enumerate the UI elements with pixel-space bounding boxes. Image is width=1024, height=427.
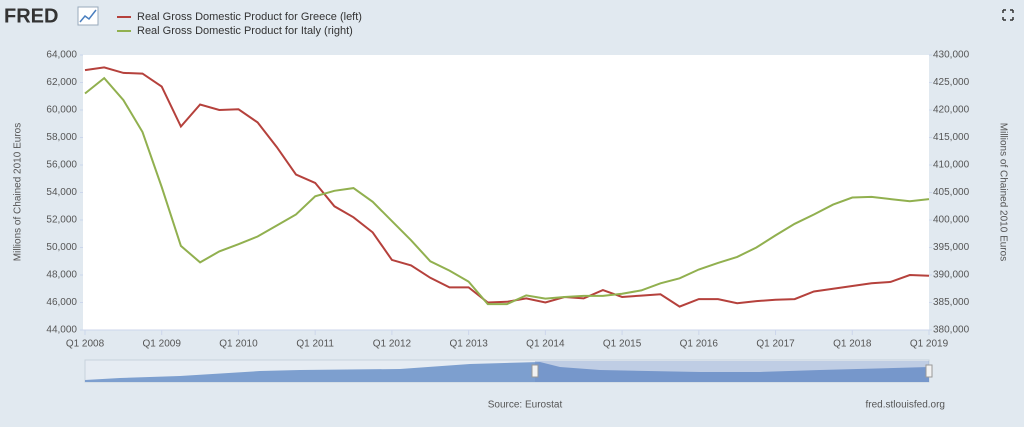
x-tick-label: Q1 2009	[143, 339, 182, 350]
navigator-handle[interactable]	[531, 364, 539, 378]
logo-icon-line	[79, 9, 97, 23]
y2-tick-label: 385,000	[933, 297, 970, 308]
x-tick-label: Q1 2015	[603, 339, 642, 350]
x-tick-label: Q1 2010	[219, 339, 258, 350]
y-tick-label: 46,000	[46, 297, 77, 308]
x-tick-label: Q1 2019	[910, 339, 949, 350]
x-tick-label: Q1 2018	[833, 339, 872, 350]
logo-icon	[77, 6, 99, 26]
navigator-series	[85, 362, 929, 382]
x-tick-label: Q1 2012	[373, 339, 412, 350]
y2-tick-label: 415,000	[933, 132, 970, 143]
x-tick-label: Q1 2011	[296, 339, 334, 350]
y2-tick-label: 400,000	[933, 215, 970, 226]
x-tick-label: Q1 2013	[449, 339, 488, 350]
y2-tick-label: 420,000	[933, 105, 970, 116]
x-tick-label: Q1 2014	[526, 339, 565, 350]
legend-label: Real Gross Domestic Product for Italy (r…	[137, 25, 353, 37]
navigator-window[interactable]	[535, 361, 929, 382]
y2-axis-title: Millions of Chained 2010 Euros	[997, 123, 1008, 261]
y-tick-label: 52,000	[46, 215, 77, 226]
plot-area	[83, 55, 929, 330]
y2-tick-label: 395,000	[933, 242, 970, 253]
y2-tick-label: 390,000	[933, 270, 970, 281]
source: Source: Eurostat	[488, 400, 563, 411]
y-tick-label: 56,000	[46, 160, 77, 171]
y2-tick-label: 405,000	[933, 187, 970, 198]
y-tick-label: 50,000	[46, 242, 77, 253]
y-tick-label: 48,000	[46, 270, 77, 281]
y-tick-label: 58,000	[46, 132, 77, 143]
y2-tick-label: 425,000	[933, 77, 970, 88]
fullscreen-button[interactable]	[1002, 9, 1014, 21]
credit: fred.stlouisfed.org	[866, 400, 946, 411]
y-tick-label: 44,000	[46, 325, 77, 336]
series-line	[84, 76, 930, 306]
legend-label: Real Gross Domestic Product for Greece (…	[137, 11, 362, 23]
logo: FRED	[4, 5, 58, 27]
y-tick-label: 54,000	[46, 187, 77, 198]
x-tick-label: Q1 2008	[66, 339, 105, 350]
y-tick-label: 64,000	[46, 50, 77, 61]
y2-tick-label: 380,000	[933, 325, 970, 336]
y-tick-label: 60,000	[46, 105, 77, 116]
y-axis-title: Millions of Chained 2010 Euros	[13, 123, 24, 261]
y2-tick-label: 430,000	[933, 50, 970, 61]
x-tick-label: Q1 2016	[680, 339, 719, 350]
series-line	[84, 66, 930, 308]
navigator-handle[interactable]	[925, 364, 933, 378]
x-tick-label: Q1 2017	[756, 339, 795, 350]
y-tick-label: 62,000	[46, 77, 77, 88]
y2-tick-label: 410,000	[933, 160, 970, 171]
